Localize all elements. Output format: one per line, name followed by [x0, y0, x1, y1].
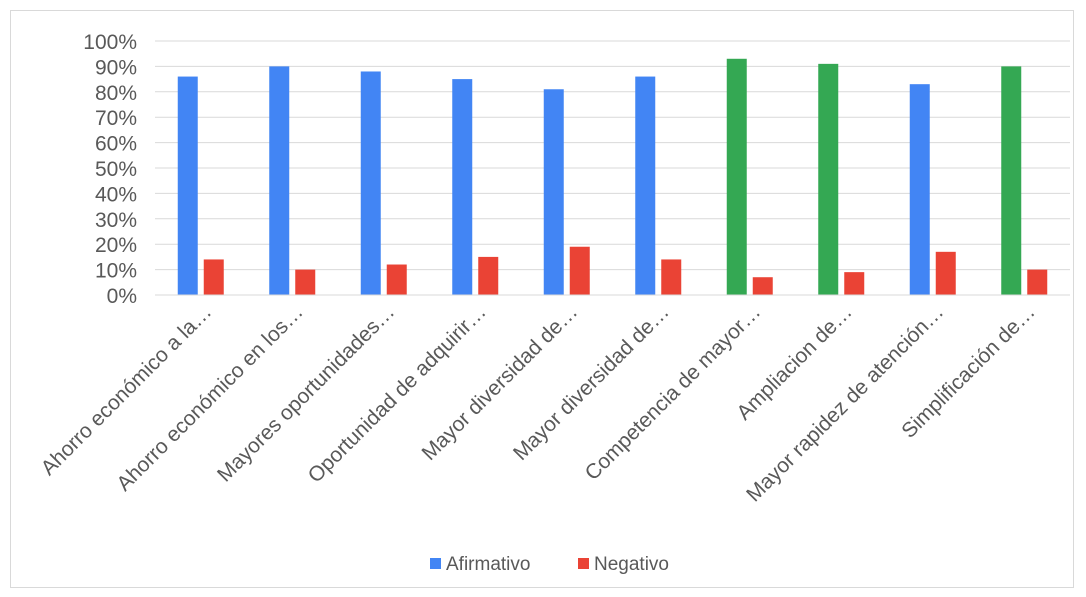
y-tick-label: 10%: [95, 260, 137, 283]
legend: Afirmativo Negativo: [430, 554, 669, 575]
x-category-label: Oportunidad de adquirir…: [304, 300, 491, 487]
legend-label-negativo: Negativo: [594, 554, 669, 575]
bar-afirmativo: [1001, 66, 1022, 296]
y-tick-label: 90%: [95, 56, 137, 79]
y-tick-label: 60%: [95, 133, 137, 156]
bar-negativo: [1027, 269, 1048, 295]
x-category-label: Mayor rapidez de atención…: [742, 300, 948, 506]
bar-negativo: [386, 264, 407, 295]
y-tick-label: 0%: [107, 285, 137, 308]
bar-afirmativo: [177, 76, 198, 295]
bar-afirmativo: [909, 84, 930, 296]
bar-negativo: [295, 269, 316, 295]
bar-afirmativo: [543, 89, 564, 295]
y-tick-label: 50%: [95, 158, 137, 181]
x-category-label: Ahorro económico a la…: [37, 300, 217, 480]
bar-afirmativo: [818, 63, 839, 295]
x-category-label: Mayores oportunidades…: [213, 300, 399, 486]
y-tick-label: 100%: [83, 31, 137, 54]
y-tick-label: 40%: [95, 183, 137, 206]
y-tick-label: 70%: [95, 107, 137, 130]
legend-label-afirmativo: Afirmativo: [446, 554, 530, 575]
bars: [155, 58, 1070, 296]
bar-negativo: [203, 259, 224, 295]
bar-afirmativo: [452, 79, 473, 295]
y-tick-label: 80%: [95, 82, 137, 105]
bar-afirmativo: [360, 71, 381, 295]
x-category-label: Mayor diversidad de…: [417, 300, 582, 465]
bar-afirmativo: [726, 58, 747, 295]
bar-afirmativo: [635, 76, 656, 295]
bar-negativo: [478, 256, 499, 295]
bar-negativo: [569, 246, 590, 295]
y-axis: 0%10% 20%30% 40%50%60% 70%80% 90%100%: [83, 31, 137, 308]
x-axis: Ahorro económico a la…Ahorro económico e…: [37, 300, 1040, 506]
y-tick-label: 30%: [95, 209, 137, 232]
legend-swatch-negativo: [578, 558, 589, 569]
bar-negativo: [844, 272, 865, 295]
x-category-label: Competencia de mayor…: [581, 300, 766, 485]
legend-swatch-afirmativo: [430, 558, 441, 569]
gridlines: [155, 40, 1070, 296]
x-category-label: Mayor diversidad de…: [509, 300, 674, 465]
y-tick-label: 20%: [95, 234, 137, 257]
bar-negativo: [661, 259, 682, 295]
bar-negativo: [752, 277, 773, 295]
bar-afirmativo: [269, 66, 290, 296]
bar-negativo: [935, 251, 956, 295]
x-category-label: Ahorro económico en los…: [112, 300, 307, 495]
